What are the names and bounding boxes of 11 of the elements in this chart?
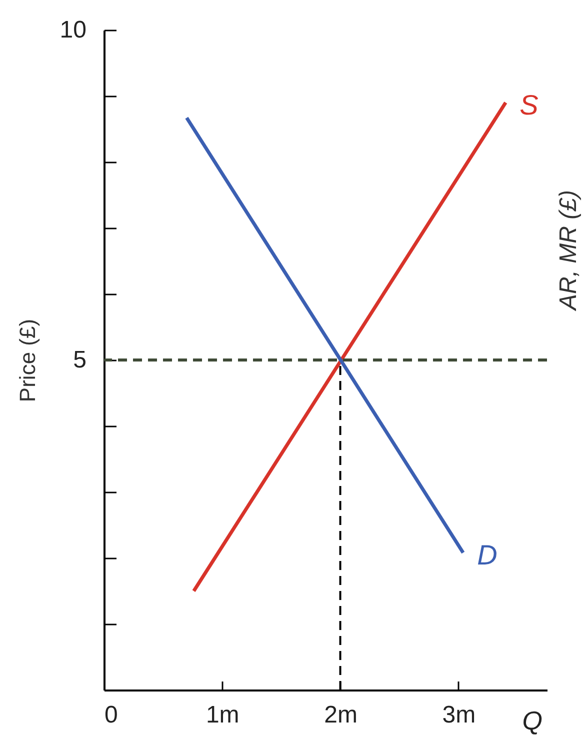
x-tick-label: 3m [442,702,476,728]
y-axis-title: Price (£) [14,318,40,402]
y-tick-label: 10 [60,16,86,44]
x-axis-title: Q [522,706,542,736]
y2-axis-title: AR, MR (£) [555,190,582,312]
y-tick-label: 5 [73,346,86,374]
series-label: S [520,90,539,121]
series-label: D [477,540,498,571]
x-tick-label: 0 [104,702,118,728]
x-tick-label: 2m [324,702,358,728]
x-tick-label: 1m [206,702,240,728]
